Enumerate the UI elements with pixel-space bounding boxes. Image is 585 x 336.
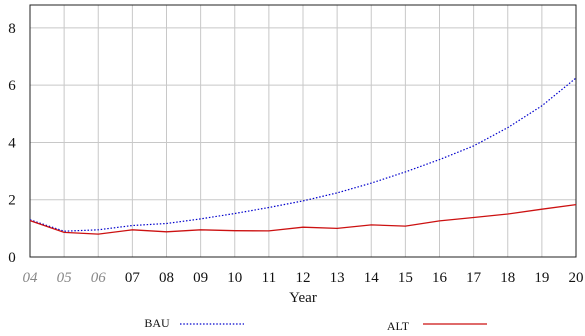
legend-label-alt: ALT [387,319,410,333]
x-tick-label: 18 [500,270,515,286]
x-axis-title: Year [289,290,317,306]
x-tick-label: 14 [364,270,380,286]
x-tick-label: 04 [23,270,39,286]
x-tick-label: 12 [296,270,311,286]
y-axis-ticks: 0 2 4 6 8 [8,21,16,266]
legend: BAU ALT [144,316,487,333]
x-tick-label: 09 [193,270,208,286]
x-axis-ticks: 04 05 06 07 08 09 10 11 12 13 14 15 16 17 18 19 20 [23,270,584,286]
x-tick-label: 05 [57,270,73,286]
x-tick-label: 19 [534,270,549,286]
y-tick-label: 0 [8,250,16,266]
grid-lines [30,5,576,257]
y-tick-label: 6 [8,78,16,94]
x-tick-label: 06 [91,270,107,286]
x-tick-label: 08 [159,270,174,286]
y-tick-label: 8 [8,21,16,37]
x-tick-label: 07 [125,270,141,286]
y-tick-label: 4 [8,135,16,151]
x-tick-label: 20 [569,270,584,286]
x-tick-label: 13 [330,270,345,286]
legend-label-bau: BAU [144,316,170,330]
x-tick-label: 10 [227,270,242,286]
x-tick-label: 17 [466,270,482,286]
x-tick-label: 15 [398,270,413,286]
y-tick-label: 2 [8,193,16,209]
x-tick-label: 11 [262,270,276,286]
x-tick-label: 16 [432,270,448,286]
